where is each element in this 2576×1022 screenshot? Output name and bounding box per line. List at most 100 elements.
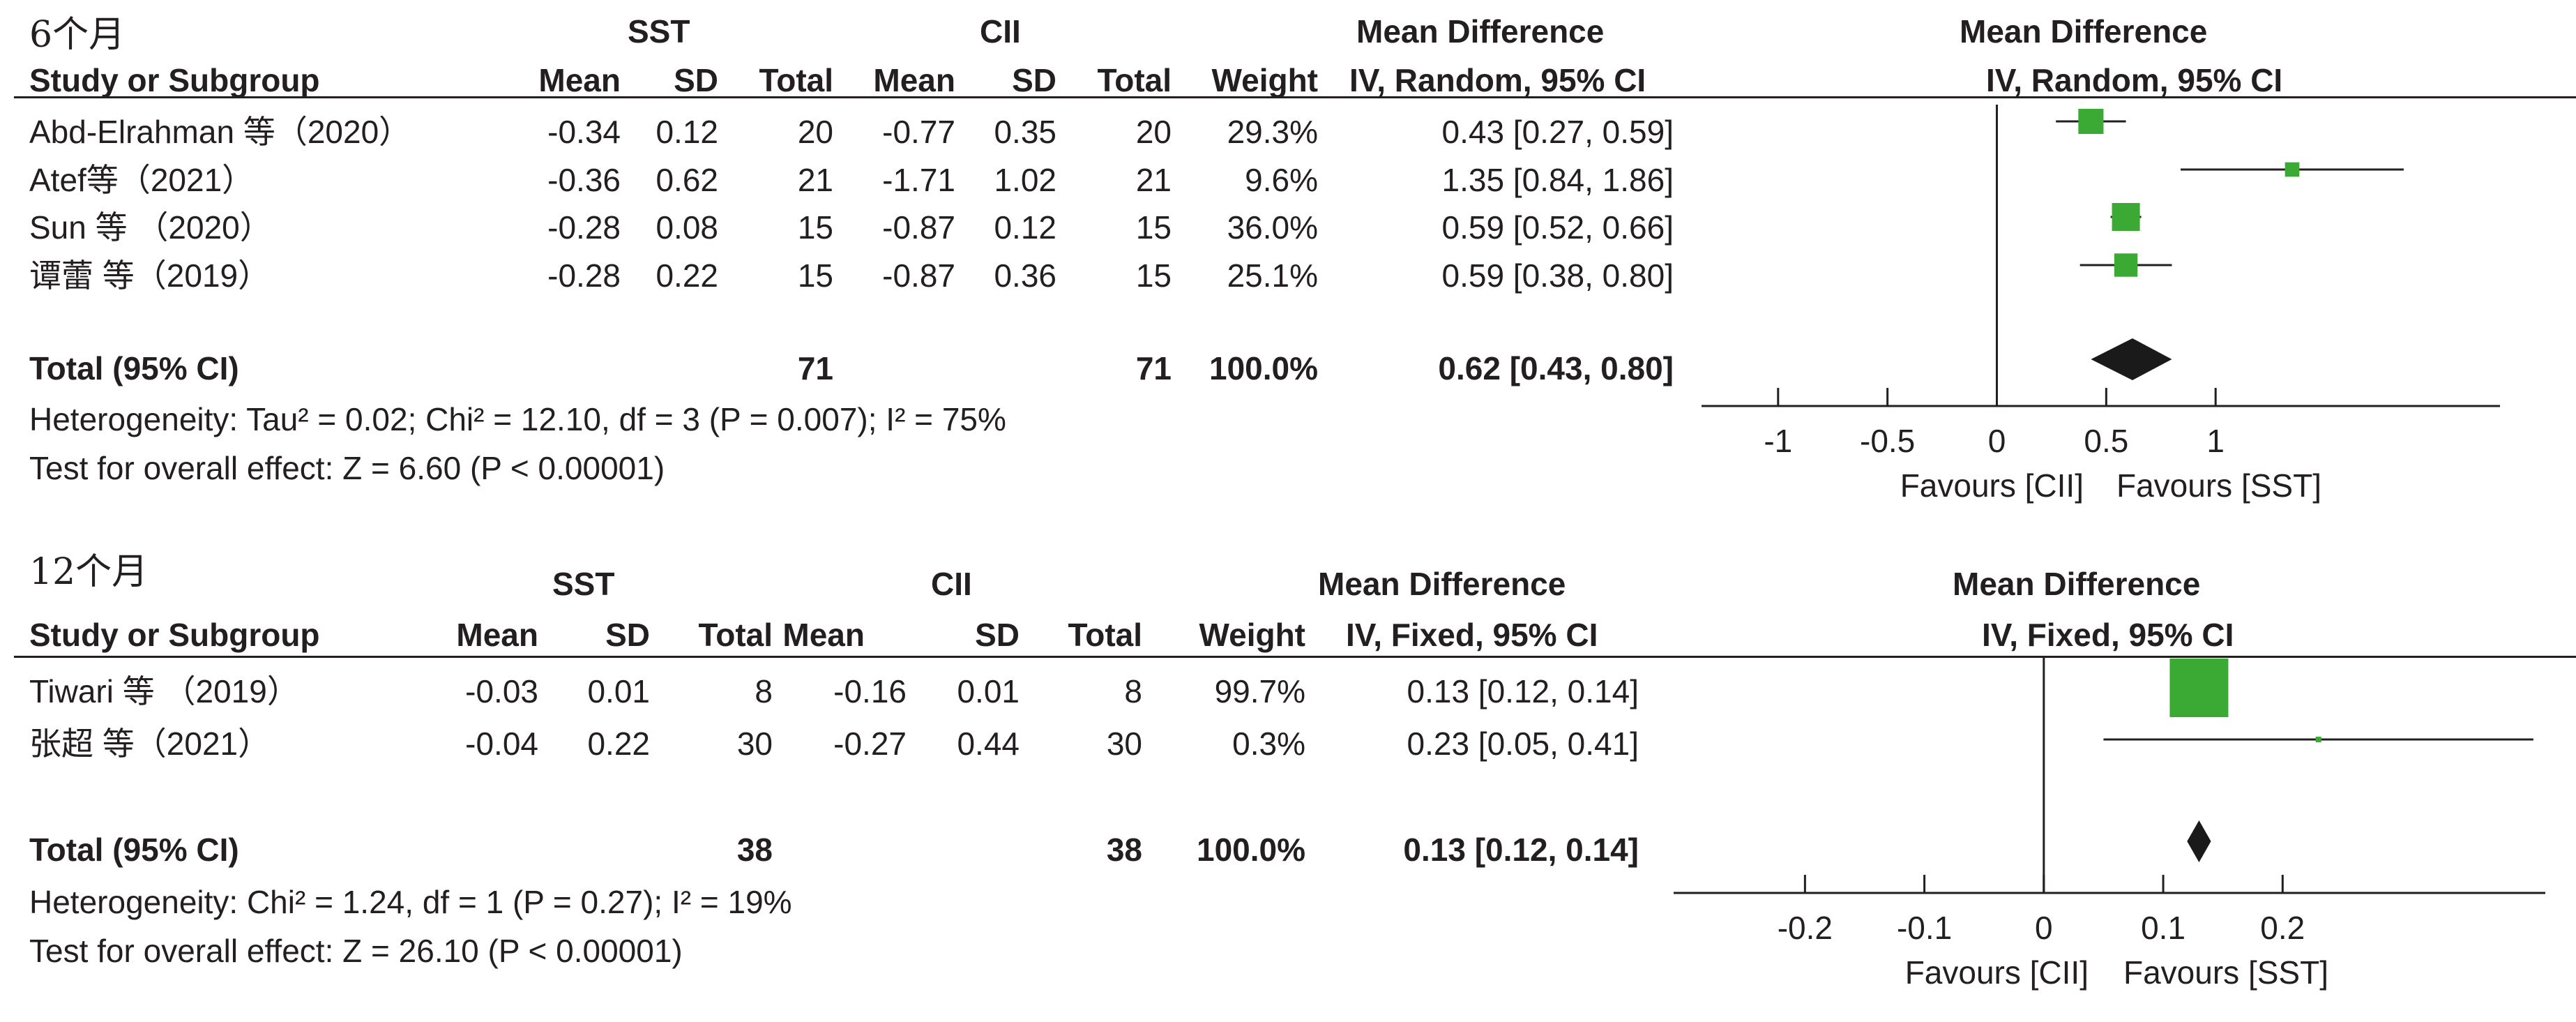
total-ci-text: 0.62 [0.43, 0.80] xyxy=(1438,350,1674,386)
header-rule xyxy=(14,656,2576,658)
effect-square xyxy=(2078,108,2104,135)
effect-square xyxy=(2114,253,2138,277)
g2-mean: -0.87 xyxy=(882,257,955,294)
study-name: 张超 等（2021） xyxy=(29,726,271,762)
g1-total: 21 xyxy=(797,162,833,198)
g2-sd: 0.36 xyxy=(994,257,1056,294)
x-tick-label: 0 xyxy=(2035,910,2053,946)
g1-total-sum: 71 xyxy=(797,350,833,386)
column-header-g1-mean: Mean xyxy=(456,617,538,653)
plot-column-header-ci: IV, Random, 95% CI xyxy=(1986,62,2283,98)
x-tick-label: 0 xyxy=(1988,423,2006,459)
forest-plot-12-months: 12个月 SST CII Mean Difference Mean Differ… xyxy=(0,551,2576,1022)
g2-sd: 0.12 xyxy=(994,209,1056,246)
forest-plot-6-months: 6个月 SST CII Mean Difference Mean Differe… xyxy=(14,13,2576,504)
ci-text: 0.59 [0.52, 0.66] xyxy=(1441,209,1674,246)
header-rule xyxy=(14,96,2576,98)
g1-sd: 0.12 xyxy=(656,114,718,150)
x-tick-label: -1 xyxy=(1764,423,1792,459)
group1-header: SST xyxy=(552,566,615,602)
g1-total: 30 xyxy=(736,726,773,762)
overall-effect-text: Test for overall effect: Z = 6.60 (P < 0… xyxy=(29,450,665,486)
g2-mean: -0.16 xyxy=(833,673,907,709)
g2-mean: -0.27 xyxy=(833,726,907,762)
g2-sd: 0.01 xyxy=(957,673,1020,709)
column-header-weight: Weight xyxy=(1211,62,1318,98)
forest-plot-area: -1 -0.5 0 0.5 1 Favours [CII] Favours [SST] xyxy=(1702,105,2500,504)
g1-total: 8 xyxy=(755,673,773,709)
effect-square xyxy=(2169,659,2229,717)
column-header-g2-sd: SD xyxy=(975,617,1020,653)
column-header-g2-mean: Mean xyxy=(873,62,955,98)
column-header-weight: Weight xyxy=(1199,617,1305,653)
ci-text: 1.35 [0.84, 1.86] xyxy=(1441,162,1674,198)
favours-right-label: Favours [SST] xyxy=(2116,467,2321,504)
column-header-g2-total: Total xyxy=(1097,62,1172,98)
x-tick-label: -0.2 xyxy=(1778,910,1833,946)
study-name: Tiwari 等 （2019） xyxy=(29,673,299,709)
g2-total: 21 xyxy=(1135,162,1172,198)
g2-total-sum: 71 xyxy=(1135,350,1172,386)
plot-effect-header: Mean Difference xyxy=(1953,566,2201,602)
study-name: Sun 等 （2020） xyxy=(29,209,272,246)
column-header-g1-sd: SD xyxy=(674,62,718,98)
g2-total-sum: 38 xyxy=(1106,832,1142,868)
column-header-g1-total: Total xyxy=(698,617,773,653)
g2-mean: -0.87 xyxy=(882,209,955,246)
g2-sd: 0.44 xyxy=(957,726,1020,762)
total-weight: 100.0% xyxy=(1196,832,1305,868)
weight: 99.7% xyxy=(1214,673,1305,709)
pooled-diamond xyxy=(2187,820,2211,862)
pooled-diamond xyxy=(2091,338,2172,380)
ci-text: 0.13 [0.12, 0.14] xyxy=(1407,673,1639,709)
overall-effect-text: Test for overall effect: Z = 26.10 (P < … xyxy=(29,933,683,969)
total-ci-text: 0.13 [0.12, 0.14] xyxy=(1403,832,1639,868)
weight: 9.6% xyxy=(1245,162,1318,198)
column-header-g1-mean: Mean xyxy=(538,62,621,98)
effect-square xyxy=(2315,737,2321,742)
g2-sd: 0.35 xyxy=(994,114,1056,150)
x-tick-label: -0.1 xyxy=(1897,910,1952,946)
g1-sd: 0.08 xyxy=(656,209,718,246)
weight: 36.0% xyxy=(1227,209,1318,246)
favours-left-label: Favours [CII] xyxy=(1900,467,2084,504)
effect-square xyxy=(2112,203,2140,231)
heterogeneity-text: Heterogeneity: Chi² = 1.24, df = 1 (P = … xyxy=(29,884,792,920)
column-header-g1-sd: SD xyxy=(605,617,650,653)
group2-header: CII xyxy=(980,13,1021,50)
g1-sd: 0.22 xyxy=(656,257,718,294)
x-tick-label: 1 xyxy=(2206,423,2225,459)
column-header-study: Study or Subgroup xyxy=(29,62,320,98)
plot-column-header-ci: IV, Fixed, 95% CI xyxy=(1982,617,2234,653)
column-header-ci: IV, Fixed, 95% CI xyxy=(1346,617,1598,653)
g2-total: 15 xyxy=(1135,209,1172,246)
g1-mean: -0.28 xyxy=(547,209,621,246)
column-header-g2-sd: SD xyxy=(1012,62,1056,98)
plot-effect-header: Mean Difference xyxy=(1960,13,2208,50)
g1-total: 15 xyxy=(797,257,833,294)
favours-right-label: Favours [SST] xyxy=(2123,954,2328,991)
g2-total: 30 xyxy=(1106,726,1142,762)
x-tick-label: -0.5 xyxy=(1860,423,1915,459)
period-label: 6个月 xyxy=(29,14,126,56)
g1-mean: -0.34 xyxy=(547,114,621,150)
g1-total: 15 xyxy=(797,209,833,246)
x-tick-label: 0.2 xyxy=(2260,910,2305,946)
group1-header: SST xyxy=(628,13,690,50)
g1-mean: -0.36 xyxy=(547,162,621,198)
effect-square xyxy=(2285,162,2300,177)
ci-text: 0.43 [0.27, 0.59] xyxy=(1441,114,1674,150)
g2-total: 8 xyxy=(1124,673,1142,709)
g1-total: 20 xyxy=(797,114,833,150)
x-tick-label: 0.5 xyxy=(2084,423,2128,459)
g2-total: 15 xyxy=(1135,257,1172,294)
period-label: 12个月 xyxy=(29,551,149,593)
study-name: 谭蕾 等（2019） xyxy=(29,257,271,294)
total-label: Total (95% CI) xyxy=(29,832,239,868)
g2-mean: -0.77 xyxy=(882,114,955,150)
study-name: Abd-Elrahman 等（2020） xyxy=(29,114,411,150)
g1-sd: 0.01 xyxy=(587,673,650,709)
effect-header: Mean Difference xyxy=(1318,566,1566,602)
heterogeneity-text: Heterogeneity: Tau² = 0.02; Chi² = 12.10… xyxy=(29,401,1006,437)
g1-mean: -0.04 xyxy=(465,726,538,762)
